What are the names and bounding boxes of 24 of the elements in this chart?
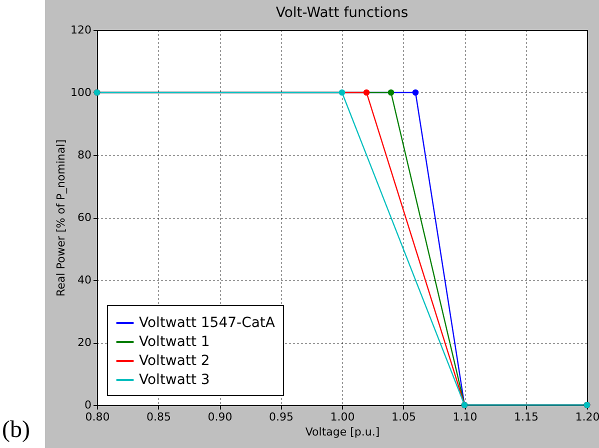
chart-title: Volt-Watt functions	[276, 5, 408, 21]
x-tick-label: 1.20	[575, 410, 599, 424]
x-tick-label: 0.85	[146, 410, 171, 424]
y-tick-label: 100	[70, 86, 92, 99]
y-tick-label: 20	[78, 336, 92, 349]
x-tick-label: 1.15	[514, 410, 538, 424]
y-tick-label: 60	[78, 211, 92, 224]
legend-label: Voltwatt 1547-CatA	[139, 315, 276, 331]
legend-label: Voltwatt 3	[139, 372, 210, 388]
text: (b)	[2, 417, 30, 444]
legend-label: Voltwatt 1	[139, 334, 210, 350]
x-tick-label: 0.90	[208, 410, 232, 424]
y-axis-title: Real Power [% of P_nominal]	[54, 140, 68, 296]
y-tick-label: 80	[78, 148, 92, 162]
x-tick-label: 0.80	[85, 410, 110, 424]
y-tick-label: 40	[78, 274, 92, 286]
y-tick-label: 120	[70, 24, 92, 36]
x-axis-title: Voltage [p.u.]	[305, 426, 380, 438]
x-tick-label: 1.05	[392, 410, 416, 424]
x-tick-label: 1.10	[452, 410, 478, 424]
legend-label: Voltwatt 2	[139, 353, 210, 369]
x-tick-label: 1.00	[330, 410, 355, 424]
y-tick-label: 0	[84, 398, 92, 412]
x-tick-label: 0.95	[269, 410, 294, 424]
